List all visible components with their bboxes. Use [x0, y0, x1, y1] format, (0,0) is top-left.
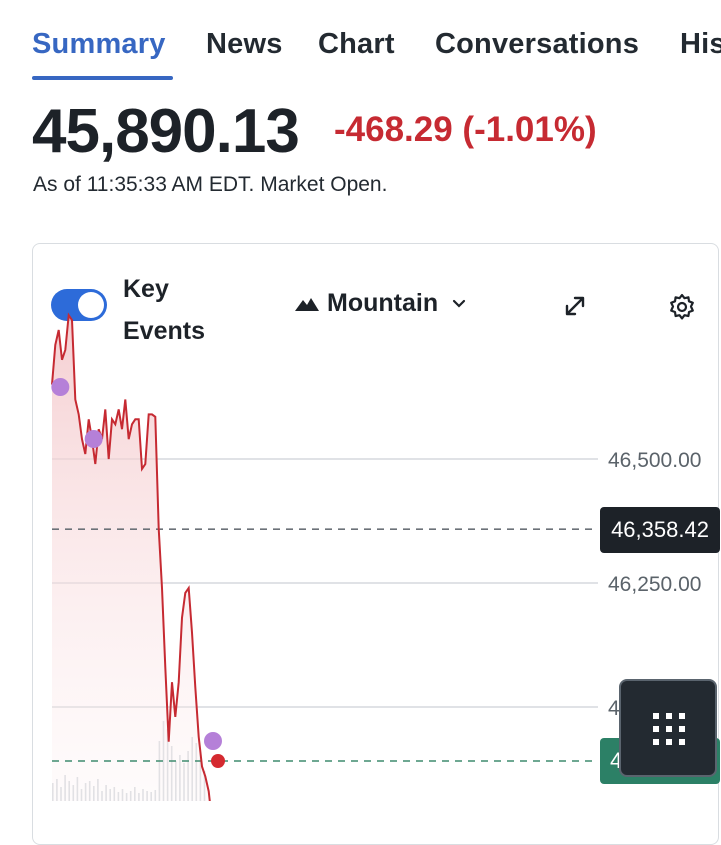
grid-icon — [653, 713, 685, 745]
key-event-marker[interactable] — [204, 732, 222, 750]
price-chart: 46,500.00 46,250.00 4 — [51, 312, 701, 801]
key-events-label: Key Events — [123, 275, 205, 345]
chart-type-label: Mountain — [327, 289, 439, 317]
tab-conversations[interactable]: Conversations — [435, 28, 640, 60]
previous-close-tag: 46,358.42 — [600, 507, 720, 553]
tab-bar: Summary News Chart Conversations His — [0, 0, 721, 82]
tab-news[interactable]: News — [206, 28, 283, 60]
key-event-marker[interactable] — [84, 430, 103, 448]
key-events-toggle[interactable] — [51, 289, 107, 321]
quote-change: -468.29 (-1.01%) — [334, 110, 597, 149]
tab-historical[interactable]: His — [680, 28, 721, 60]
gear-icon[interactable] — [668, 293, 696, 321]
key-event-markers — [51, 378, 222, 750]
quote-price: 45,890.13 — [32, 97, 300, 166]
key-event-marker[interactable] — [51, 378, 70, 396]
price-line — [51, 312, 211, 801]
grid-menu-button[interactable] — [619, 679, 717, 777]
tab-chart[interactable]: Chart — [318, 28, 395, 60]
chevron-down-icon — [452, 299, 466, 308]
tab-summary[interactable]: Summary — [32, 28, 166, 60]
expand-icon[interactable] — [563, 294, 587, 318]
toggle-knob — [78, 292, 104, 318]
y-tick-label: 46,500.00 — [608, 449, 701, 472]
price-area — [52, 315, 212, 801]
chart-type-dropdown[interactable]: Mountain — [295, 289, 466, 318]
y-tick-label: 46,250.00 — [608, 573, 701, 596]
mountain-icon — [295, 297, 319, 311]
y-tick-label-partial: 4 — [608, 697, 620, 720]
quote-timestamp: As of 11:35:33 AM EDT. Market Open. — [33, 173, 388, 196]
current-price-dot — [211, 754, 225, 768]
active-tab-indicator — [32, 76, 173, 80]
